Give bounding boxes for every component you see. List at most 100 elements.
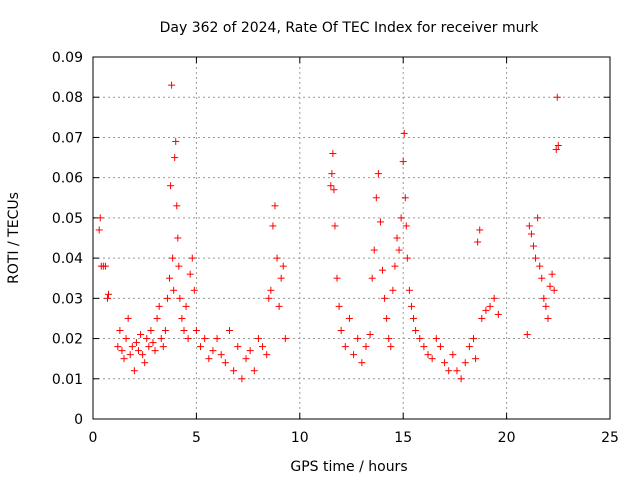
data-point <box>126 351 134 359</box>
data-point <box>213 335 221 343</box>
x-tick-label: 0 <box>89 430 98 446</box>
data-point <box>182 302 190 310</box>
data-point <box>221 359 229 367</box>
data-point <box>523 331 531 339</box>
data-point <box>124 314 132 322</box>
data-point <box>379 266 387 274</box>
data-point <box>192 327 200 335</box>
data-point <box>145 343 153 351</box>
data-point <box>424 351 432 359</box>
data-point <box>402 222 410 230</box>
y-tick-label: 0.01 <box>52 372 83 388</box>
data-point <box>137 331 145 339</box>
data-point <box>461 359 469 367</box>
data-point <box>122 335 130 343</box>
data-point <box>362 343 370 351</box>
data-point <box>153 314 161 322</box>
data-point <box>552 146 560 154</box>
data-point <box>209 347 217 355</box>
data-point <box>354 335 362 343</box>
data-point <box>171 154 179 162</box>
data-point <box>546 282 554 290</box>
data-point <box>376 218 384 226</box>
y-axis: 0 0.01 0.02 0.03 0.04 0.05 0.06 0.07 0.08 0.09 <box>52 50 610 428</box>
x-tick-label: 10 <box>291 430 309 446</box>
data-point <box>381 294 389 302</box>
y-tick-label: 0.02 <box>52 332 83 348</box>
data-point <box>527 230 535 238</box>
data-point <box>173 202 181 210</box>
data-point <box>478 314 486 322</box>
data-point <box>120 355 128 363</box>
data-point <box>147 327 155 335</box>
data-point <box>432 335 440 343</box>
data-point <box>554 141 562 149</box>
data-point <box>172 137 180 145</box>
data-point <box>118 347 126 355</box>
data-point <box>449 351 457 359</box>
data-point <box>151 347 159 355</box>
data-point <box>279 262 287 270</box>
data-point <box>190 286 198 294</box>
data-point <box>436 343 444 351</box>
data-point <box>180 327 188 335</box>
data-point <box>538 274 546 282</box>
data-point <box>534 214 542 222</box>
data-point <box>269 222 277 230</box>
data-point <box>163 294 171 302</box>
data-point <box>329 150 337 158</box>
data-point <box>428 355 436 363</box>
data-point <box>168 81 176 89</box>
y-tick-label: 0.07 <box>52 130 83 146</box>
y-tick-label: 0.03 <box>52 291 83 307</box>
data-point <box>265 294 273 302</box>
data-point <box>259 343 267 351</box>
data-point <box>407 302 415 310</box>
y-tick-label: 0 <box>74 412 83 428</box>
data-point <box>277 274 285 282</box>
data-point <box>490 294 498 302</box>
data-point <box>242 355 250 363</box>
data-point <box>230 367 238 375</box>
data-point <box>166 274 174 282</box>
data-point <box>330 186 338 194</box>
data-point <box>333 274 341 282</box>
grid <box>93 57 610 419</box>
data-point <box>383 314 391 322</box>
data-point <box>167 182 175 190</box>
data-point <box>271 202 279 210</box>
data-point <box>350 351 358 359</box>
y-tick-label: 0.09 <box>52 50 83 66</box>
data-point <box>267 286 275 294</box>
data-point <box>540 294 548 302</box>
data-point <box>366 331 374 339</box>
x-tick-label: 5 <box>192 430 201 446</box>
data-point <box>529 242 537 250</box>
data-point <box>482 306 490 314</box>
data-point <box>389 286 397 294</box>
data-point <box>175 262 183 270</box>
data-point <box>116 327 124 335</box>
data-point <box>494 310 502 318</box>
data-point <box>368 274 376 282</box>
data-point <box>132 339 140 347</box>
data-point <box>337 327 345 335</box>
data-point <box>416 335 424 343</box>
chart-title: Day 362 of 2024, Rate Of TEC Index for r… <box>160 20 540 36</box>
data-point <box>345 314 353 322</box>
data-point <box>397 214 405 222</box>
data-point <box>161 327 169 335</box>
data-point <box>225 327 233 335</box>
data-point <box>134 347 142 355</box>
data-point <box>474 238 482 246</box>
data-point <box>550 286 558 294</box>
x-axis-label: GPS time / hours <box>290 459 407 475</box>
data-point <box>101 262 109 270</box>
data-point <box>186 270 194 278</box>
data-point <box>234 343 242 351</box>
data-point <box>358 359 366 367</box>
data-point <box>178 314 186 322</box>
data-point <box>387 343 395 351</box>
data-point <box>331 222 339 230</box>
data-point <box>143 335 151 343</box>
